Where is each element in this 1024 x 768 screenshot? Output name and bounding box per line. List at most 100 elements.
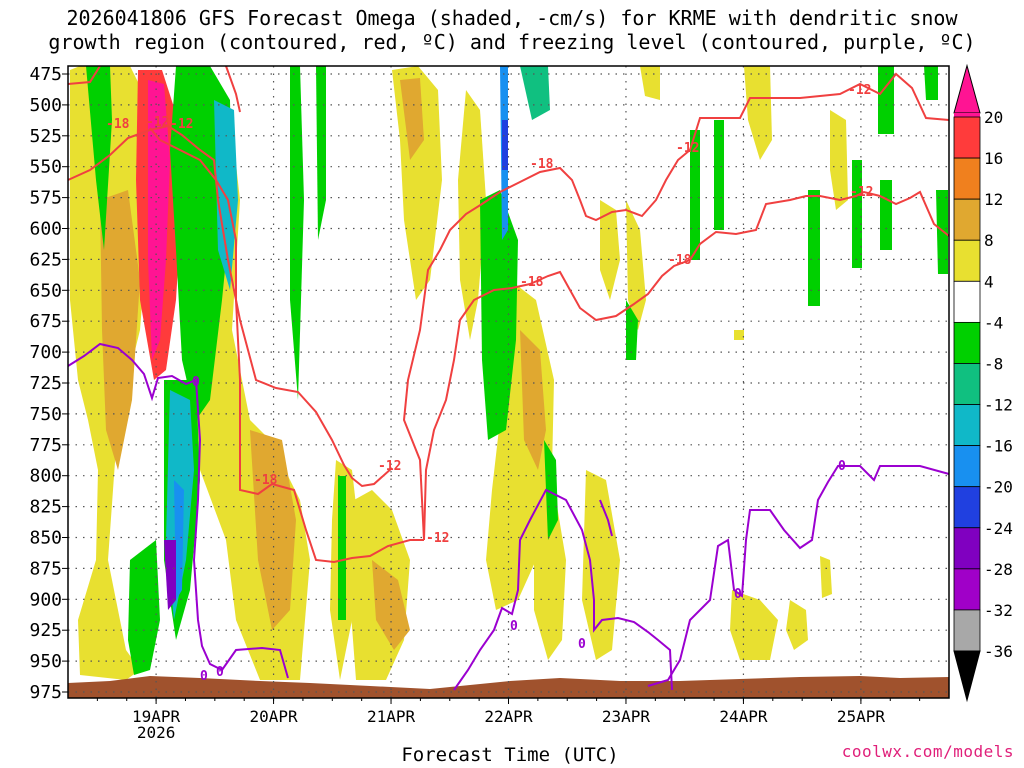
x-axis-title: Forecast Time (UTC) <box>401 744 619 766</box>
colorbar-cell <box>953 321 981 364</box>
omega-shade-yellow <box>820 556 832 598</box>
omega-shade-yellow <box>744 66 772 160</box>
omega-shade-orange <box>100 190 140 470</box>
y-tick-label: 775 <box>29 435 62 456</box>
omega-shade-yellow <box>392 66 442 300</box>
omega-shade-green <box>544 440 558 540</box>
omega-shade-yellow <box>734 330 744 340</box>
colorbar-label: 12 <box>984 190 1003 209</box>
purple-contour-label: 0 <box>734 587 742 602</box>
colorbar-label: -36 <box>984 642 1013 661</box>
y-tick-label: 750 <box>29 404 62 425</box>
y-tick-label: 575 <box>29 188 62 209</box>
red-contour-label: -12 <box>676 141 699 156</box>
colorbar-label: -12 <box>984 396 1013 415</box>
x-year-label: 2026 <box>137 723 176 742</box>
omega-shade-green <box>878 66 894 134</box>
colorbar-label: -4 <box>984 313 1003 332</box>
omega-shade-orange <box>400 78 424 160</box>
y-tick-label: 875 <box>29 558 62 579</box>
freezing-level-contours <box>67 342 950 691</box>
omega-shade-green <box>852 160 862 268</box>
omega-shade-blue <box>502 120 508 170</box>
red-contour-label: -12 <box>170 117 193 132</box>
freezing-level-0c <box>67 342 289 679</box>
colorbar-cell <box>953 280 981 323</box>
colorbar-label: -32 <box>984 601 1013 620</box>
colorbar-bottom-arrow <box>953 650 981 703</box>
chart-title-line-2: growth region (contoured, red, ºC) and f… <box>48 30 976 54</box>
omega-shade-yellow <box>458 90 486 340</box>
omega-shade-green <box>808 190 820 306</box>
omega-shade-yellow <box>534 470 566 660</box>
omega-shading-layer <box>70 66 948 680</box>
omega-shade-magenta <box>148 80 170 360</box>
freezing-level-0c <box>599 499 613 537</box>
colorbar-cell <box>953 363 981 405</box>
y-tick-label: 825 <box>29 497 62 518</box>
dgz-contour-upper <box>67 65 101 85</box>
omega-shade-yellow <box>786 600 808 650</box>
purple-contour-label: 0 <box>578 637 586 652</box>
chart-title-line-1: 2026041806 GFS Forecast Omega (shaded, -… <box>66 6 958 30</box>
red-contour-label: -12 <box>848 83 871 98</box>
colorbar-label: 20 <box>984 108 1003 127</box>
y-tick-label: 950 <box>29 651 62 672</box>
colorbar-cell <box>953 486 981 529</box>
colorbar-cell <box>954 112 980 117</box>
omega-shade-green <box>936 190 948 274</box>
colorbar-cell <box>953 568 981 611</box>
omega-shade-green <box>626 300 638 360</box>
y-tick-label: 600 <box>29 219 62 240</box>
omega-shade-teal <box>520 66 550 120</box>
y-tick-label: 800 <box>29 466 62 487</box>
y-tick-label: 625 <box>29 249 62 270</box>
x-tick-label: 24APR <box>719 707 768 726</box>
colorbar-label: 4 <box>984 272 994 291</box>
omega-shade-orange <box>250 430 296 630</box>
colorbar-label: -20 <box>984 478 1013 497</box>
colorbar-cell <box>953 239 981 282</box>
y-tick-label: 525 <box>29 126 62 147</box>
dgz-contour-minus-18 <box>689 72 950 151</box>
omega-shade-orange <box>372 560 410 650</box>
x-tick-label: 23APR <box>602 707 651 726</box>
purple-contour-label: 0 <box>200 669 208 684</box>
colorbar-label: 16 <box>984 149 1003 168</box>
dgz-contour-minus-18 <box>402 149 691 541</box>
red-contour-label: -18 <box>106 117 130 132</box>
omega-shade-yellow <box>582 470 620 660</box>
colorbar-cell <box>953 116 981 159</box>
omega-shade-yellow <box>626 200 646 330</box>
y-tick-label: 500 <box>29 95 62 116</box>
y-tick-label: 550 <box>29 157 62 178</box>
colorbar-cell <box>953 445 981 488</box>
red-contour-label: -12 <box>850 185 873 200</box>
red-contour-label: -12 <box>426 531 449 546</box>
omega-shade-yellow <box>730 590 778 660</box>
omega-shade-green <box>86 66 112 250</box>
colorbar-cell <box>953 527 981 570</box>
colorbar-label: 8 <box>984 231 994 250</box>
omega-shade-green <box>128 540 160 675</box>
x-tick-label: 20APR <box>249 707 298 726</box>
omega-shade-green <box>880 180 892 250</box>
red-contour-label: -12 <box>378 459 401 474</box>
purple-contour-label: 0 <box>216 665 224 680</box>
y-tick-label: 925 <box>29 620 62 641</box>
freezing-level-0c <box>647 465 950 687</box>
y-axis: 475 500 525 550 575 600 625 650 675 700 725 750 775 8… <box>29 64 68 703</box>
omega-shade-green <box>924 66 938 100</box>
dgz-contours <box>67 65 950 564</box>
colorbar-label: -8 <box>984 354 1003 373</box>
colorbar-label: -24 <box>984 519 1013 538</box>
contour-labels-layer: -12-18-12-18-12-18-12-18-12-12-18 -120000… <box>106 83 873 684</box>
dgz-contour-minus-18 <box>67 124 393 488</box>
colorbar: 20 16 12 8 4 -4 -8 -12 -16 -20 -24 -28 -32 -36 <box>953 63 1013 703</box>
omega-shade-yellow <box>600 200 620 300</box>
colorbar-label: -28 <box>984 560 1013 579</box>
colorbar-cell <box>953 198 981 241</box>
y-tick-label: 650 <box>29 280 62 301</box>
